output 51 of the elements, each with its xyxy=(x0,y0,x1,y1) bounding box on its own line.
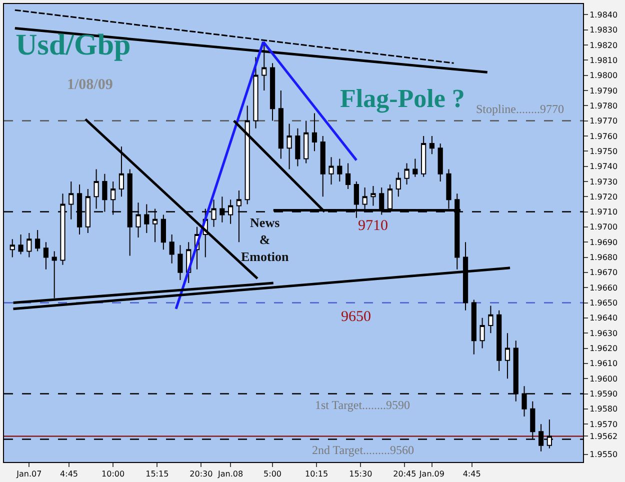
y-tick-label: 1.9640 xyxy=(590,314,618,323)
y-tick-label: 1.9660 xyxy=(590,283,618,292)
y-tick-label: 1.9650 xyxy=(590,298,618,308)
y-tick-label: 1.9770 xyxy=(590,116,618,126)
y-tick-label: 1.9550 xyxy=(590,450,618,460)
annotation: 9710 xyxy=(358,218,388,234)
x-tick-label: Jan.09 xyxy=(418,470,444,479)
y-tick-label: 1.9820 xyxy=(590,40,618,50)
y-tick-label: 1.9790 xyxy=(590,86,618,96)
text: 1/08/09 xyxy=(67,77,113,93)
y-tick-label: 1.9600 xyxy=(590,374,618,384)
x-tick-label: 4:45 xyxy=(60,470,78,479)
y-tick-label: 1.9690 xyxy=(590,238,618,247)
y-tick-label: 1.9800 xyxy=(590,71,618,80)
y-tick-label: 1.9680 xyxy=(590,253,618,262)
annotation: Flag-Pole ? xyxy=(340,84,465,113)
x-tick-label: 20:45 xyxy=(393,470,416,479)
ref-line-label: Stopline........9770 xyxy=(476,102,564,116)
y-tick-label: 1.9830 xyxy=(590,26,618,35)
y-tick-label: 1.9780 xyxy=(590,101,618,110)
ref-line-label: 1st Target........9590 xyxy=(315,398,410,412)
x-tick-label: 10:00 xyxy=(102,470,125,479)
x-tick-label: 15:30 xyxy=(349,470,372,479)
x-tick-label: 20:30 xyxy=(190,470,213,479)
y-tick-label: 1.9700 xyxy=(590,222,618,232)
x-tick-label: Jan.08 xyxy=(217,470,244,479)
y-tick-label: 1.9810 xyxy=(590,56,618,65)
y-tick-label: 1.9590 xyxy=(590,390,618,399)
y-tick-label: 1.9630 xyxy=(590,328,618,338)
x-tick-label: 5:00 xyxy=(264,470,282,479)
x-tick-label: 4:45 xyxy=(462,470,481,479)
annotation: News & Emotion xyxy=(241,215,290,264)
text: Usd/Gbp xyxy=(16,28,131,62)
y-tick-label: 1.9760 xyxy=(590,132,618,141)
y-tick-label: 1.9610 xyxy=(590,359,618,368)
y-tick-label: 1.9730 xyxy=(590,177,618,186)
y-tick-label: 1.9562 xyxy=(590,432,618,442)
y-tick-label: 1.9740 xyxy=(590,162,618,172)
annotation: 9650 xyxy=(341,309,371,325)
y-tick-label: 1.9840 xyxy=(590,10,618,20)
y-tick-label: 1.9620 xyxy=(590,344,618,354)
ref-line-label: 2nd Target.........9560 xyxy=(312,443,414,457)
x-tick-label: Jan.07 xyxy=(16,470,42,479)
y-tick-label: 1.9570 xyxy=(590,420,618,429)
y-tick-label: 1.9720 xyxy=(590,192,618,202)
y-tick-label: 1.9580 xyxy=(590,404,618,414)
y-tick-label: 1.9750 xyxy=(590,146,618,156)
y-tick-label: 1.9710 xyxy=(590,208,618,217)
x-tick-label: 15:15 xyxy=(146,470,169,479)
x-tick-label: 10:15 xyxy=(305,470,328,479)
y-tick-label: 1.9670 xyxy=(590,268,618,278)
